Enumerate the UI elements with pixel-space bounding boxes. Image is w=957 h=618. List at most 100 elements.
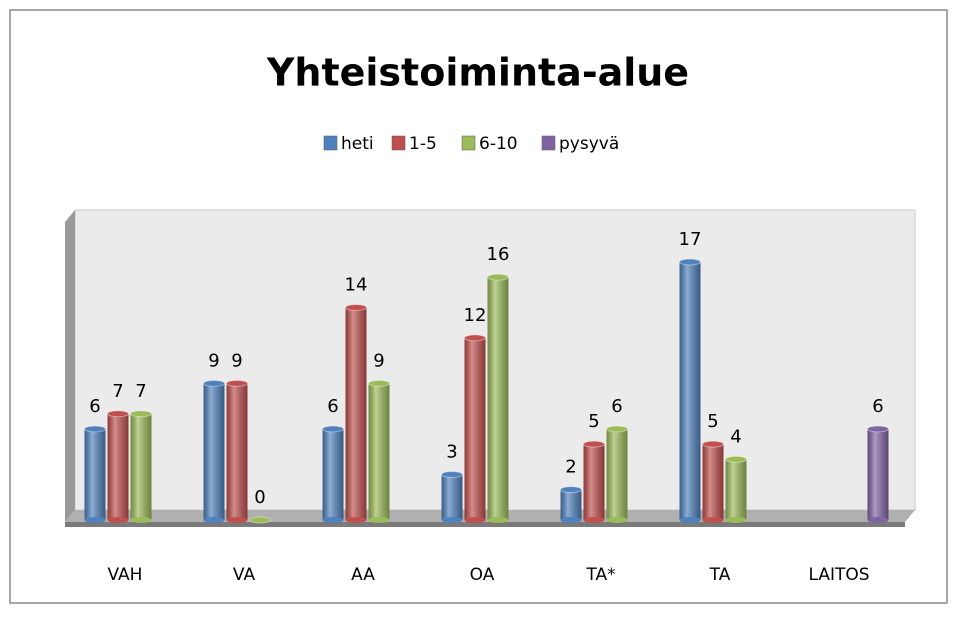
floor-edge: [65, 522, 905, 527]
bar-bottom: [725, 517, 747, 523]
legend-swatch: [323, 135, 338, 151]
bar-shade: [867, 428, 889, 520]
bar: [725, 455, 747, 523]
data-label: 3: [446, 441, 457, 462]
x-tick-label: TA: [709, 565, 731, 585]
bar-shade: [560, 489, 582, 520]
bar: [702, 440, 724, 523]
bar: [679, 258, 701, 523]
bar: [130, 410, 152, 523]
bar: [107, 410, 129, 523]
bar-bottom: [345, 517, 367, 523]
bar-shade: [441, 474, 463, 520]
bar: [226, 379, 248, 523]
bar-bottom: [203, 517, 225, 523]
bar-top: [464, 334, 486, 342]
x-tick-label: LAITOS: [808, 565, 869, 585]
bar-bottom: [867, 517, 889, 523]
data-label: 12: [464, 305, 487, 326]
bar-top: [606, 425, 628, 433]
data-label: 4: [730, 426, 741, 447]
bar: [322, 425, 344, 523]
bar-bottom: [226, 517, 248, 523]
bar: [249, 516, 271, 524]
bar-bottom: [583, 517, 605, 523]
x-tick-label: AA: [351, 565, 375, 585]
bar-bottom: [606, 517, 628, 523]
bar-top: [702, 440, 724, 448]
legend-swatch: [391, 135, 406, 151]
bar-bottom: [679, 517, 701, 523]
bar-top: [84, 425, 106, 433]
bar-bottom: [322, 517, 344, 523]
bar-top: [867, 425, 889, 433]
data-label: 9: [373, 350, 384, 371]
bar-top: [560, 486, 582, 494]
bar-top: [487, 273, 509, 281]
bar-top: [130, 410, 152, 418]
data-label: 9: [208, 350, 219, 371]
bar-top: [679, 258, 701, 266]
bar-shade: [107, 413, 129, 520]
legend-swatch: [461, 135, 476, 151]
legend-label: pysyvä: [559, 134, 619, 154]
bar-top: [203, 379, 225, 387]
bar-shade: [130, 413, 152, 520]
data-label: 6: [327, 396, 338, 417]
legend-label: 6-10: [479, 134, 518, 154]
data-label: 16: [487, 244, 510, 265]
data-label: 6: [872, 396, 883, 417]
bar: [583, 440, 605, 523]
bar-bottom: [464, 517, 486, 523]
data-label: 6: [611, 396, 622, 417]
bar: [606, 425, 628, 523]
bar-shade: [606, 428, 628, 520]
bar: [84, 425, 106, 523]
bar-bottom: [560, 517, 582, 523]
bar-shade: [84, 428, 106, 520]
bar-shade: [203, 383, 225, 520]
bar-shade: [702, 444, 724, 520]
bar: [867, 425, 889, 523]
legend-swatch: [541, 135, 556, 151]
data-label: 7: [135, 381, 146, 402]
data-label: 9: [231, 350, 242, 371]
x-tick-label: VAH: [108, 565, 143, 585]
x-tick-label: TA*: [585, 565, 615, 585]
bar: [368, 379, 390, 523]
bar-top: [322, 425, 344, 433]
bar: [560, 486, 582, 523]
bar-bottom: [107, 517, 129, 523]
bar: [203, 379, 225, 523]
bar: [464, 334, 486, 523]
bar: [487, 273, 509, 523]
chart-title: Yhteistoiminta-alue: [266, 51, 689, 95]
bar-bottom: [487, 517, 509, 523]
bar-top: [725, 455, 747, 463]
data-label: 17: [679, 229, 702, 250]
bar-top: [345, 304, 367, 312]
data-label: 7: [112, 381, 123, 402]
data-label: 2: [565, 457, 576, 478]
bar-bottom: [368, 517, 390, 523]
bar-bottom: [84, 517, 106, 523]
bar-top: [107, 410, 129, 418]
bar-shade: [487, 277, 509, 520]
bar-top: [583, 440, 605, 448]
bar-shade: [345, 307, 367, 520]
data-label: 0: [254, 487, 265, 508]
x-tick-label: OA: [470, 565, 495, 585]
bar-bottom: [441, 517, 463, 523]
bar-shade: [322, 428, 344, 520]
legend-label: 1-5: [409, 134, 437, 154]
bar-bottom: [130, 517, 152, 523]
bar-top: [226, 379, 248, 387]
bar-shade: [679, 262, 701, 520]
data-label: 5: [588, 411, 599, 432]
bar-top: [368, 379, 390, 387]
data-label: 14: [345, 275, 368, 296]
bar: [345, 304, 367, 523]
side-wall: [65, 210, 75, 522]
bar-top: [441, 470, 463, 478]
